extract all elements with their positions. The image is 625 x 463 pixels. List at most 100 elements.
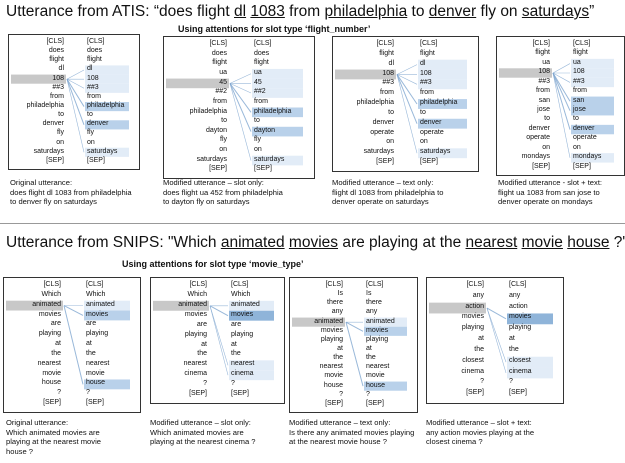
atis-panel-2-attention-highlight <box>252 126 303 137</box>
atis-panel-2-right-token-dayton: dayton <box>254 126 276 134</box>
snips-panel-3-right-token-movies: movies <box>366 326 389 334</box>
atis-panel-3-right-token-from: from <box>420 89 434 97</box>
atis-panel-4-left-token-from: from <box>536 87 550 95</box>
snips-panel-3-right-token-house: house <box>366 381 386 389</box>
atis-panel-3-caption-line: flight dl 1083 from philadelphia to <box>332 187 444 197</box>
atis-panel-2-caption-line: does flight ua 452 from philadelphia <box>163 187 283 197</box>
atis-panel-2-attention-highlight <box>252 88 303 98</box>
snips-panel-1-caption-line: playing at the nearest movie <box>6 437 101 447</box>
atis-panel-4-left-token-3: ##3 <box>538 77 550 85</box>
snips-panel-4-right-token-closest: closest <box>509 356 531 364</box>
atis-panel-2-right-token-fly: fly <box>254 136 261 144</box>
snips-panel-1-attention-line <box>63 305 84 316</box>
snips-panel-1-attention-highlight <box>84 300 130 311</box>
snips-panel-4-left-token-sep: [SEP] <box>466 389 484 397</box>
atis-panel-4-attention-highlight <box>571 68 614 78</box>
atis-panel-1-right-token-on: on <box>87 138 95 146</box>
atis-panel-1-right-token-philadelphia: philadelphia <box>87 102 125 109</box>
atis-panel-3-query-highlight <box>335 69 396 80</box>
atis-panel-1-left-token-on: on <box>56 138 64 146</box>
atis-panel-4-right-token-on: on <box>573 143 581 151</box>
snips-panel-4-left-token-cinema: cinema <box>461 367 484 375</box>
snips-panel-4-attention-highlight <box>507 367 553 379</box>
snips-panel-3-attention-line <box>345 322 364 387</box>
atis-panel-3-attention-line <box>396 74 418 124</box>
snips-panel-4-caption-line: any action movies playing at the <box>426 427 535 437</box>
atis-title: Utterance from ATIS: “does flight dl 108… <box>6 3 595 20</box>
snips-panel-1-left-token-tok: ? <box>57 389 61 397</box>
atis-panel-2-right-token-does: does <box>254 49 270 57</box>
atis-panel-4-attention-line <box>552 72 571 83</box>
snips-panel-3-right-token-there: there <box>366 299 382 307</box>
atis-panel-3-right-token-philadelphia: philadelphia <box>420 99 458 107</box>
atis-panel-4-left-token-jose: jose <box>537 106 550 113</box>
snips-panel-1-right-token-sep: [SEP] <box>86 399 104 407</box>
atis-panel-2-attention-line <box>229 83 252 161</box>
atis-panel-1-right-token-sep: [SEP] <box>87 156 105 164</box>
atis-panel-3-left-token-cls: [CLS] <box>376 40 394 47</box>
snips-panel-2-left-token-animated: animated <box>178 300 207 308</box>
atis-panel-4-attention-highlight <box>571 153 614 163</box>
atis-panel-1-caption-line: Original utterance: <box>10 178 73 187</box>
atis-panel-1-caption-line: to denver fly on saturdays <box>10 197 97 207</box>
snips-panel-2-attention-highlight <box>229 360 274 371</box>
snips-panel-2-left-token-tok: ? <box>203 380 207 388</box>
atis-panel-3-attention-line <box>396 74 418 154</box>
snips-panel-3-attention-highlight <box>364 326 407 336</box>
atis-panel-2-right-token-45: 45 <box>254 78 262 86</box>
atis-panel-4-right-token-mondays: mondays <box>573 153 602 161</box>
atis-panel-1-attention-highlight <box>85 147 129 157</box>
snips-panel-1-right-token-tok: ? <box>86 389 90 397</box>
snips-panel-1-left-token-which: Which <box>41 290 61 298</box>
snips-panel-2-caption-line: playing at the nearest cinema ? <box>150 437 256 447</box>
snips-panel-4-left-token-at: at <box>478 335 484 343</box>
atis-panel-1-left-token-does: does <box>48 47 64 55</box>
snips-panel-2-left-token-movies: movies <box>184 310 207 318</box>
atis-panel-1-right-token-saturdays: saturdays <box>87 147 118 155</box>
atis-panel-4-attention-highlight <box>571 58 614 69</box>
snips-panel-4-query-highlight <box>429 302 486 314</box>
atis-panel-1-attention-line <box>66 79 85 153</box>
snips-panel-3-attention-highlight <box>364 381 407 391</box>
snips-panel-2-right-token-cls: [CLS] <box>231 281 249 288</box>
snips-panel-1-right-token-cls: [CLS] <box>86 281 104 288</box>
atis-panel-3-attention-lines <box>335 59 467 159</box>
snips-panel-4-right-token-cinema: cinema <box>509 367 532 375</box>
atis-panel-1-right-token-does: does <box>87 47 103 55</box>
atis-panel-2-right-token-saturdays: saturdays <box>254 155 285 163</box>
snips-panel-2-right-token-at: at <box>231 340 237 348</box>
snips-panel-3-left-token-tok: ? <box>339 390 343 398</box>
snips-panel-3-left-token-sep: [SEP] <box>325 399 343 407</box>
atis-panel-4-left-token-ua: ua <box>542 58 550 66</box>
atis-panel-2-attention-line <box>229 73 252 84</box>
snips-panel-3-caption-line: Is there any animated movies playing <box>289 427 415 437</box>
snips-panel-2-attention-lines <box>153 300 274 381</box>
snips-panel-4-left-token-cls: [CLS] <box>466 281 484 288</box>
atis-panel-4-right-token-denver: denver <box>573 124 595 132</box>
atis-panel-2-left-token-saturdays: saturdays <box>196 155 227 163</box>
snips-panel-1-left-token-movies: movies <box>38 310 61 318</box>
atis-panel-3-left-token-3: ##3 <box>382 79 394 87</box>
atis-panel-4-right-token-108: 108 <box>573 68 585 76</box>
snips-panel-2-caption-line: Which animated movies are <box>150 427 244 437</box>
atis-panel-4-attention-line <box>552 72 571 158</box>
snips-attention-panel-slot-only: [CLS] Which animated movies are playing at the n… <box>150 277 285 404</box>
atis-panel-3-left-token-denver: denver <box>372 118 394 126</box>
atis-panel-1-left-token-philadelphia: philadelphia <box>26 102 64 109</box>
snips-panel-3-right-token-playing: playing <box>366 335 389 343</box>
snips-panel-4-attention-line <box>486 307 507 363</box>
atis-panel-3-left-token-sep: [SEP] <box>376 158 394 166</box>
atis-panel-4-attention-highlight <box>571 106 614 116</box>
atis-panel-4-right-token-sep: [SEP] <box>573 162 591 170</box>
atis-panel-3-attention-highlight <box>418 59 467 70</box>
snips-panel-3-right-token-movie: movie <box>366 372 385 380</box>
snips-panel-3-left-token-any: any <box>331 308 343 316</box>
snips-panel-1-caption-line: Original utterance: <box>6 418 69 427</box>
atis-panel-3-attention-highlight <box>418 69 467 80</box>
snips-panel-1-attention-highlight <box>84 310 130 321</box>
atis-panel-4-right-token-3: ##3 <box>573 77 585 85</box>
atis-panel-2-left-token-dayton: dayton <box>205 126 227 134</box>
atis-panel-1-attention-line <box>66 78 85 89</box>
snips-panel-1-left-token-cls: [CLS] <box>43 281 61 288</box>
atis-caption-slot-only: Modified utterance – slot only: does flig… <box>163 178 283 207</box>
